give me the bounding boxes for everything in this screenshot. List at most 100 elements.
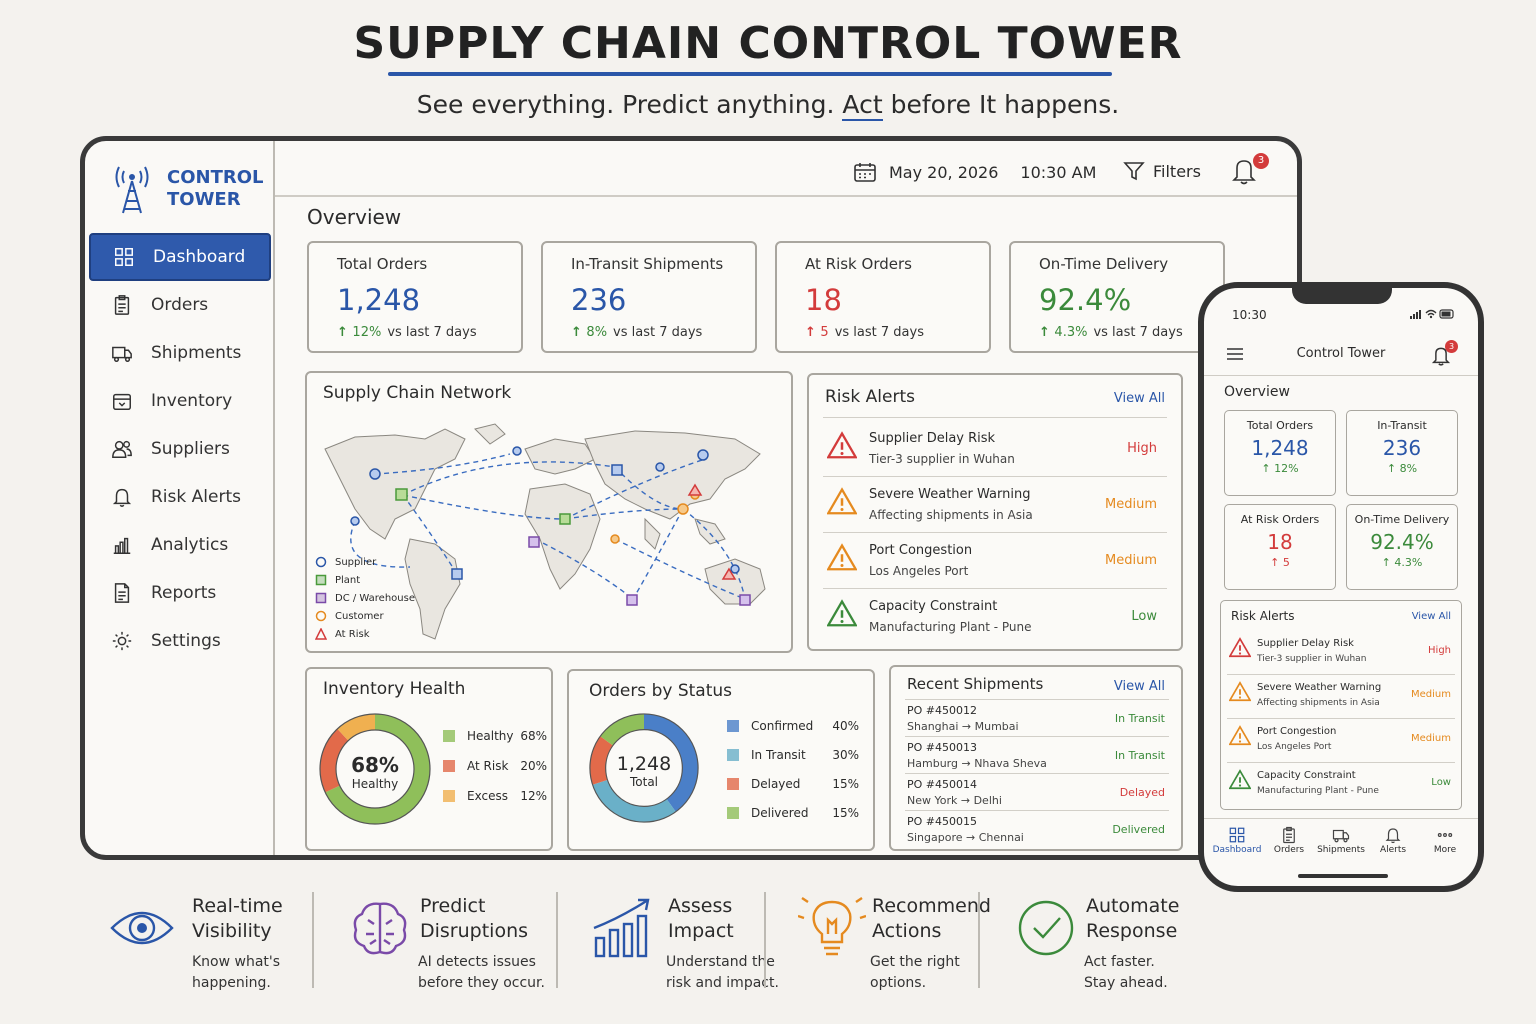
logo-line2: TOWER <box>167 189 241 210</box>
orders-donut-chart[interactable] <box>585 709 703 827</box>
feature-desc-line2: options. <box>870 975 927 991</box>
donut-inner-outline <box>335 729 415 809</box>
shipments-view-all[interactable]: View All <box>1113 679 1165 694</box>
legend-label: Delayed <box>751 776 801 791</box>
orders-center: 1,248 Total <box>585 753 703 789</box>
risk-alert-item[interactable]: Port Congestion Los Angeles Port Medium <box>823 533 1167 589</box>
phone-alerts-view-all[interactable]: View All <box>1411 611 1451 622</box>
legend-swatch <box>727 719 739 732</box>
alert-title: Port Congestion <box>869 543 973 558</box>
phone-kpi-delta: ↑ 4.3% <box>1381 556 1423 569</box>
shipment-row[interactable]: PO #450012 Shanghai → Mumbai In Transit <box>905 701 1169 737</box>
legend-value: 30% <box>832 747 859 762</box>
phone-kpi-card[interactable]: In-Transit 236 ↑ 8% <box>1346 410 1458 496</box>
phone-risk-alert-item[interactable]: Port Congestion Los Angeles Port Medium <box>1227 719 1455 763</box>
check-circle-icon <box>1012 894 1080 966</box>
arrow-up-icon: ↑ <box>1039 325 1055 340</box>
phone-tab-alerts[interactable]: Alerts <box>1366 825 1420 855</box>
kpi-card[interactable]: In-Transit Shipments 236 ↑ 8% vs last 7 day… <box>541 241 757 353</box>
donut-slice-delayed[interactable] <box>589 736 614 785</box>
phone-title: Control Tower <box>1296 346 1386 361</box>
risk-alert-item[interactable]: Severe Weather Warning Affecting shipment… <box>823 477 1167 533</box>
feature-title: Assess Impact <box>668 894 734 944</box>
recent-shipments-panel: Recent Shipments View All PO #450012 Shan… <box>889 665 1183 851</box>
risk-alert-item[interactable]: Supplier Delay Risk Tier-3 supplier in Wu… <box>823 421 1167 477</box>
kpi-card[interactable]: At Risk Orders 18 ↑ 5 vs last 7 days <box>775 241 991 353</box>
feature-assess: Assess Impact Understand the risk and impac… <box>590 890 810 1000</box>
sidebar-item-label: Reports <box>151 583 217 603</box>
warning-triangle-icon <box>826 599 858 633</box>
sidebar-item-reports[interactable]: Reports <box>85 569 275 617</box>
phone-kpi-label: On-Time Delivery <box>1354 513 1450 526</box>
donut-slice-in-transit[interactable] <box>592 779 676 823</box>
legend-item: Supplier <box>315 553 415 571</box>
shipment-row[interactable]: PO #450013 Hamburg → Nhava Sheva In Transi… <box>905 738 1169 774</box>
phone-kpi-card[interactable]: Total Orders 1,248 ↑ 12% <box>1224 410 1336 496</box>
sidebar-item-label: Settings <box>151 631 221 651</box>
gear-icon <box>109 630 135 652</box>
kpi-card[interactable]: On-Time Delivery 92.4% ↑ 4.3% vs last 7 day… <box>1009 241 1225 353</box>
phone-tab-more[interactable]: More <box>1418 825 1472 855</box>
hamburger-menu-icon[interactable] <box>1226 346 1244 362</box>
truck-icon <box>109 342 135 364</box>
kpi-label: At Risk Orders <box>805 255 912 273</box>
notification-badge: 3 <box>1253 153 1269 169</box>
date-picker[interactable]: May 20, 2026 10:30 AM <box>853 161 1096 183</box>
inventory-donut-chart[interactable] <box>315 709 435 829</box>
legend-label: Supplier <box>335 556 377 568</box>
phone-kpi-card[interactable]: On-Time Delivery 92.4% ↑ 4.3% <box>1346 504 1458 590</box>
alert-title: Capacity Constraint <box>1257 770 1356 781</box>
feature-description: Know what's happening. <box>192 952 280 994</box>
world-map[interactable] <box>315 409 787 649</box>
network-title: Supply Chain Network <box>323 383 512 403</box>
donut-slice-excess[interactable] <box>337 714 376 741</box>
shipment-row[interactable]: PO #450015 Singapore → Chennai Delivered <box>905 812 1169 848</box>
risk-alert-item[interactable]: Capacity Constraint Manufacturing Plant -… <box>823 589 1167 645</box>
sidebar-item-orders[interactable]: Orders <box>85 281 275 329</box>
shipment-row[interactable]: PO #450014 New York → Delhi Delayed <box>905 775 1169 811</box>
shipment-status: In Transit <box>1114 749 1165 762</box>
sidebar-item-label: Risk Alerts <box>151 487 241 507</box>
kpi-delta-value: 8% <box>586 325 608 340</box>
sidebar-item-shipments[interactable]: Shipments <box>85 329 275 377</box>
phone-kpi-value: 236 <box>1382 436 1422 460</box>
phone-risk-alert-item[interactable]: Severe Weather Warning Affecting shipment… <box>1227 675 1455 719</box>
legend-label: Customer <box>335 610 384 622</box>
notifications-button[interactable]: 3 <box>1229 153 1269 187</box>
sidebar-item-risk-alerts[interactable]: Risk Alerts <box>85 473 275 521</box>
legend-value: 12% <box>520 789 547 803</box>
sidebar-item-dashboard[interactable]: Dashboard <box>89 233 271 281</box>
kpi-value: 18 <box>805 283 842 317</box>
donut-slice-at-risk[interactable] <box>320 728 349 793</box>
phone-risk-alert-item[interactable]: Capacity Constraint Manufacturing Plant -… <box>1227 763 1455 807</box>
sidebar-item-inventory[interactable]: Inventory <box>85 377 275 425</box>
calendar-icon <box>854 163 876 182</box>
truck-icon <box>1314 825 1368 845</box>
sidebar-item-suppliers[interactable]: Suppliers <box>85 425 275 473</box>
phone-risk-alert-item[interactable]: Supplier Delay Risk Tier-3 supplier in Wu… <box>1227 631 1455 675</box>
phone-kpi-delta: ↑ 12% <box>1261 462 1299 475</box>
sidebar-item-analytics[interactable]: Analytics <box>85 521 275 569</box>
logo[interactable]: CONTROL TOWER <box>109 163 264 215</box>
phone-tab-label: Alerts <box>1379 845 1407 855</box>
filters-button[interactable]: Filters <box>1123 161 1201 181</box>
kpi-card[interactable]: Total Orders 1,248 ↑ 12% vs last 7 days <box>307 241 523 353</box>
donut-slice-confirmed[interactable] <box>643 713 699 812</box>
warning-triangle-icon <box>1228 637 1252 663</box>
phone-tab-orders[interactable]: Orders <box>1262 825 1316 855</box>
phone-notifications-button[interactable]: 3 <box>1430 340 1458 366</box>
legend-item: Excess 12% <box>443 781 547 811</box>
orders-center-label: Total <box>629 775 659 789</box>
legend-label: At Risk <box>335 628 370 640</box>
phone-tab-dashboard[interactable]: Dashboard <box>1210 825 1264 855</box>
phone-kpi-card[interactable]: At Risk Orders 18 ↑ 5 <box>1224 504 1336 590</box>
triangle-marker-icon <box>315 628 327 640</box>
donut-slice-healthy[interactable] <box>325 714 430 824</box>
donut-inner-outline <box>605 729 683 807</box>
risk-alerts-view-all[interactable]: View All <box>1113 391 1165 406</box>
donut-slice-delivered[interactable] <box>600 713 645 746</box>
legend-swatch <box>443 760 455 772</box>
sidebar-item-settings[interactable]: Settings <box>85 617 275 665</box>
alert-subtitle: Tier-3 supplier in Wuhan <box>1257 654 1367 664</box>
phone-tab-shipments[interactable]: Shipments <box>1314 825 1368 855</box>
